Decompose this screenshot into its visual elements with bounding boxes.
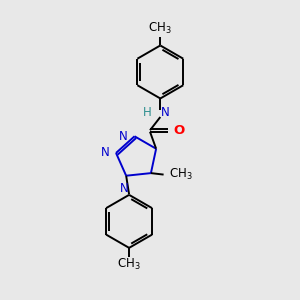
Text: N: N — [101, 146, 110, 160]
Text: CH$_3$: CH$_3$ — [169, 167, 192, 182]
Text: O: O — [173, 124, 184, 137]
Text: N: N — [161, 106, 170, 119]
Text: CH$_3$: CH$_3$ — [117, 257, 141, 272]
Text: N: N — [120, 182, 129, 195]
Text: CH$_3$: CH$_3$ — [148, 21, 172, 36]
Text: N: N — [119, 130, 128, 143]
Text: H: H — [143, 106, 152, 119]
